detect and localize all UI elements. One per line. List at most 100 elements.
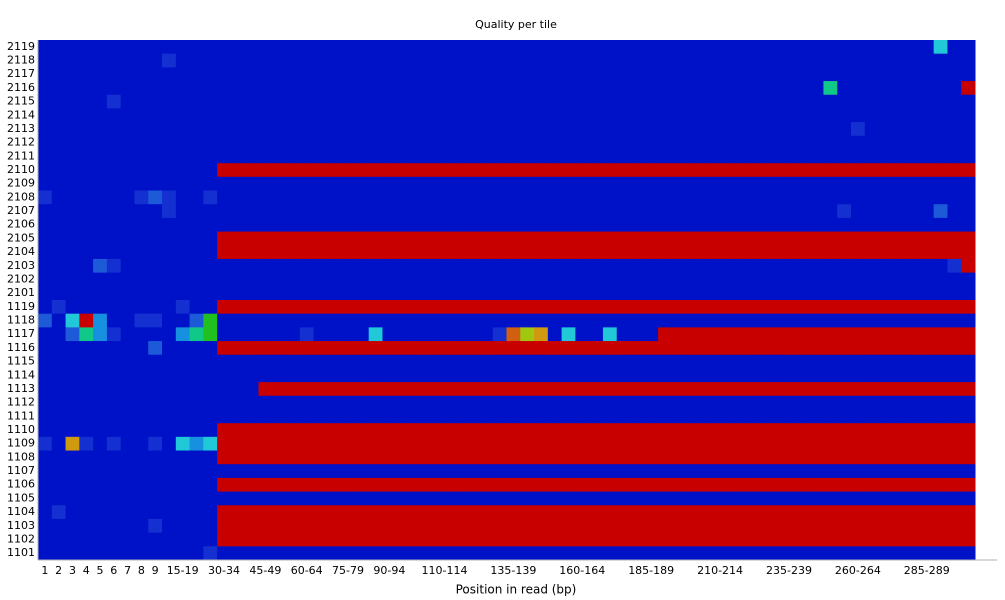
- heatmap-cell: [258, 518, 273, 534]
- heatmap-cell: [51, 286, 67, 301]
- heatmap-cell: [258, 382, 273, 397]
- heatmap-cell: [38, 313, 53, 328]
- heatmap-cell: [699, 40, 714, 55]
- heatmap-cell: [106, 190, 122, 205]
- heatmap-cell: [589, 464, 604, 479]
- heatmap-cell: [451, 53, 466, 68]
- heatmap-cell: [134, 532, 149, 547]
- heatmap-cell: [189, 464, 204, 479]
- heatmap-cell: [644, 382, 659, 397]
- heatmap-cell: [850, 450, 866, 465]
- y-tick-label: 1103: [7, 519, 35, 532]
- heatmap-cell: [906, 286, 921, 301]
- heatmap-cell: [823, 518, 838, 534]
- heatmap-cell: [685, 464, 700, 479]
- heatmap-cell: [382, 53, 397, 68]
- heatmap-cell: [685, 327, 700, 342]
- heatmap-cell: [341, 176, 356, 192]
- heatmap-cell: [327, 67, 342, 82]
- heatmap-cell: [299, 272, 315, 287]
- heatmap-cell: [726, 245, 742, 260]
- heatmap-cell: [644, 532, 659, 547]
- heatmap-cell: [189, 176, 204, 192]
- heatmap-cell: [203, 204, 218, 219]
- heatmap-cell: [726, 272, 742, 287]
- heatmap-cell: [423, 382, 439, 397]
- heatmap-cell: [947, 122, 962, 137]
- heatmap-cell: [148, 423, 163, 438]
- heatmap-cell: [892, 40, 907, 55]
- heatmap-cell: [382, 122, 397, 137]
- heatmap-cell: [864, 450, 880, 465]
- heatmap-cell: [699, 94, 714, 109]
- heatmap-cell: [589, 176, 604, 192]
- heatmap-cell: [589, 135, 604, 150]
- heatmap-cell: [244, 505, 259, 520]
- heatmap-cell: [534, 354, 549, 369]
- heatmap-cell: [396, 505, 411, 520]
- heatmap-cell: [616, 450, 632, 465]
- heatmap-cell: [685, 423, 700, 438]
- heatmap-cell: [919, 94, 935, 109]
- heatmap-cell: [933, 163, 948, 178]
- heatmap-cell: [410, 450, 425, 465]
- heatmap-cell: [106, 40, 122, 55]
- heatmap-cell: [313, 163, 328, 178]
- heatmap-cell: [175, 327, 191, 342]
- heatmap-cell: [575, 409, 590, 424]
- heatmap-cell: [134, 436, 149, 452]
- heatmap-cell: [919, 341, 935, 356]
- heatmap-cell: [520, 217, 535, 233]
- heatmap-cell: [396, 190, 411, 205]
- heatmap-cell: [189, 409, 204, 424]
- heatmap-cell: [189, 450, 204, 465]
- heatmap-cell: [671, 149, 687, 164]
- heatmap-cell: [162, 546, 177, 561]
- heatmap-cell: [713, 108, 728, 123]
- heatmap-cell: [630, 258, 645, 274]
- heatmap-cell: [520, 409, 535, 424]
- heatmap-cell: [272, 204, 287, 219]
- heatmap-cell: [492, 313, 507, 328]
- heatmap-cell: [589, 450, 604, 465]
- heatmap-cell: [341, 491, 356, 506]
- heatmap-cell: [520, 518, 535, 534]
- heatmap-cell: [410, 176, 425, 192]
- heatmap-cell: [575, 395, 590, 410]
- heatmap-cell: [837, 395, 852, 410]
- heatmap-cell: [272, 245, 287, 260]
- heatmap-cell: [175, 231, 191, 246]
- heatmap-cell: [465, 382, 480, 397]
- heatmap-cell: [368, 518, 383, 534]
- heatmap-cell: [299, 491, 315, 506]
- heatmap-cell: [947, 505, 962, 520]
- heatmap-cell: [575, 382, 590, 397]
- heatmap-cell: [148, 163, 163, 178]
- heatmap-cell: [79, 108, 94, 123]
- heatmap-cell: [782, 546, 797, 561]
- heatmap-cell: [850, 149, 866, 164]
- heatmap-cell: [148, 518, 163, 534]
- heatmap-cell: [148, 122, 163, 137]
- heatmap-cell: [768, 409, 783, 424]
- heatmap-cell: [671, 67, 687, 82]
- heatmap-cell: [575, 477, 590, 493]
- heatmap-cell: [754, 450, 769, 465]
- heatmap-cell: [189, 190, 204, 205]
- heatmap-cell: [230, 272, 246, 287]
- heatmap-cell: [713, 272, 728, 287]
- heatmap-cell: [878, 231, 893, 246]
- heatmap-cell: [809, 491, 824, 506]
- heatmap-cell: [658, 258, 673, 274]
- heatmap-cell: [878, 176, 893, 192]
- heatmap-cell: [162, 436, 177, 452]
- heatmap-cell: [354, 313, 370, 328]
- heatmap-cell: [864, 477, 880, 493]
- heatmap-cell: [947, 286, 962, 301]
- heatmap-cell: [368, 204, 383, 219]
- heatmap-cell: [410, 272, 425, 287]
- heatmap-cell: [754, 149, 769, 164]
- heatmap-cell: [616, 532, 632, 547]
- heatmap-cell: [520, 382, 535, 397]
- heatmap-cell: [726, 409, 742, 424]
